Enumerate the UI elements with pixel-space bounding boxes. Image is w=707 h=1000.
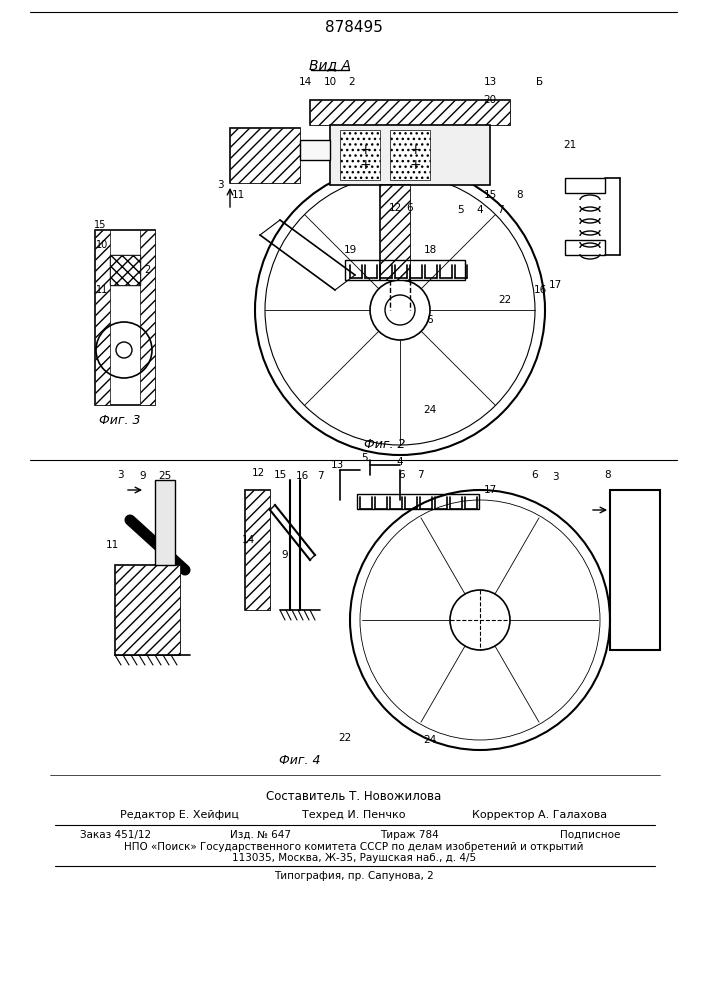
Text: 4: 4 [477, 205, 484, 215]
Text: 18: 18 [423, 245, 437, 255]
Text: 7: 7 [497, 205, 503, 215]
Text: 12: 12 [388, 203, 402, 213]
Text: 22: 22 [339, 733, 351, 743]
Text: 10: 10 [323, 77, 337, 87]
Text: Изд. № 647: Изд. № 647 [230, 830, 291, 840]
Text: 22: 22 [498, 295, 512, 305]
Text: 4: 4 [397, 457, 403, 467]
Text: 19: 19 [344, 245, 356, 255]
Bar [245, 490, 270, 610]
Text: 11: 11 [231, 190, 245, 200]
Text: 25: 25 [158, 471, 172, 481]
Text: Техред И. Пенчко: Техред И. Пенчко [303, 810, 406, 820]
Text: 24: 24 [423, 735, 437, 745]
Text: +: + [409, 158, 421, 172]
Text: 20: 20 [484, 95, 496, 105]
Bar [340, 130, 380, 180]
Bar [115, 565, 180, 655]
Text: 8: 8 [604, 470, 612, 480]
Bar [230, 128, 300, 183]
Text: 14: 14 [241, 535, 255, 545]
Bar [155, 480, 175, 565]
Text: 11: 11 [105, 540, 119, 550]
Text: 6: 6 [427, 315, 433, 325]
Text: 15: 15 [484, 190, 496, 200]
Bar [357, 494, 479, 509]
Bar [565, 178, 605, 193]
Bar [95, 230, 110, 405]
Text: 878495: 878495 [325, 20, 383, 35]
Text: 15: 15 [94, 220, 106, 230]
Text: 7: 7 [416, 470, 423, 480]
Text: Составитель Т. Новожилова: Составитель Т. Новожилова [267, 790, 442, 802]
Bar [610, 490, 660, 650]
Text: +: + [359, 143, 370, 157]
Text: Б: Б [537, 77, 544, 87]
Text: 3: 3 [551, 472, 559, 482]
Text: 16: 16 [533, 285, 547, 295]
Text: 3: 3 [216, 180, 223, 190]
Text: 5: 5 [457, 205, 463, 215]
Text: +: + [409, 143, 421, 157]
Text: 6: 6 [399, 470, 405, 480]
Text: 2: 2 [144, 265, 150, 275]
Text: 6: 6 [532, 470, 538, 480]
Bar [380, 185, 410, 280]
Text: Фиг. 4: Фиг. 4 [279, 754, 321, 766]
Bar [245, 490, 270, 610]
Bar [345, 260, 465, 280]
Bar [330, 125, 490, 185]
Text: 9: 9 [281, 550, 288, 560]
Text: Подписное: Подписное [560, 830, 620, 840]
Text: 9: 9 [140, 471, 146, 481]
Bar [390, 130, 430, 180]
Text: 13: 13 [484, 77, 496, 87]
Text: 13: 13 [330, 460, 344, 470]
Text: Типография, пр. Сапунова, 2: Типография, пр. Сапунова, 2 [274, 871, 434, 881]
Text: НПО «Поиск» Государственного комитета СССР по делам изобретений и открытий: НПО «Поиск» Государственного комитета СС… [124, 842, 584, 852]
Text: Заказ 451/12: Заказ 451/12 [80, 830, 151, 840]
Bar [115, 565, 180, 655]
Bar [140, 230, 155, 405]
Text: 7: 7 [317, 471, 323, 481]
Bar [110, 255, 140, 285]
Text: 24: 24 [423, 405, 437, 415]
Text: 5: 5 [362, 453, 368, 463]
Text: 21: 21 [563, 140, 577, 150]
Text: 17: 17 [549, 280, 561, 290]
Text: Редактор Е. Хейфиц: Редактор Е. Хейфиц [120, 810, 239, 820]
Text: 8: 8 [517, 190, 523, 200]
Bar [310, 100, 510, 125]
Text: 12: 12 [252, 468, 264, 478]
Bar [380, 185, 410, 280]
Text: 6: 6 [407, 203, 414, 213]
Bar [565, 240, 605, 255]
Text: 10: 10 [96, 240, 108, 250]
Text: 113035, Москва, Ж-35, Раушская наб., д. 4/5: 113035, Москва, Ж-35, Раушская наб., д. … [232, 853, 476, 863]
Text: 14: 14 [298, 77, 312, 87]
Text: 11: 11 [96, 285, 108, 295]
Text: Корректор А. Галахова: Корректор А. Галахова [472, 810, 607, 820]
Text: Фиг. 2: Фиг. 2 [364, 438, 406, 452]
Bar [300, 140, 330, 160]
Text: Тираж 784: Тираж 784 [380, 830, 439, 840]
Text: +: + [359, 158, 370, 172]
Text: 16: 16 [296, 471, 309, 481]
Text: Вид А: Вид А [309, 58, 351, 72]
Bar [110, 255, 140, 285]
Text: 17: 17 [484, 485, 496, 495]
Text: 2: 2 [349, 77, 356, 87]
Text: 3: 3 [117, 470, 123, 480]
Bar [95, 230, 155, 405]
Bar [230, 128, 300, 183]
Text: 15: 15 [274, 470, 286, 480]
Bar [310, 100, 510, 125]
Text: Фиг. 3: Фиг. 3 [99, 414, 141, 426]
